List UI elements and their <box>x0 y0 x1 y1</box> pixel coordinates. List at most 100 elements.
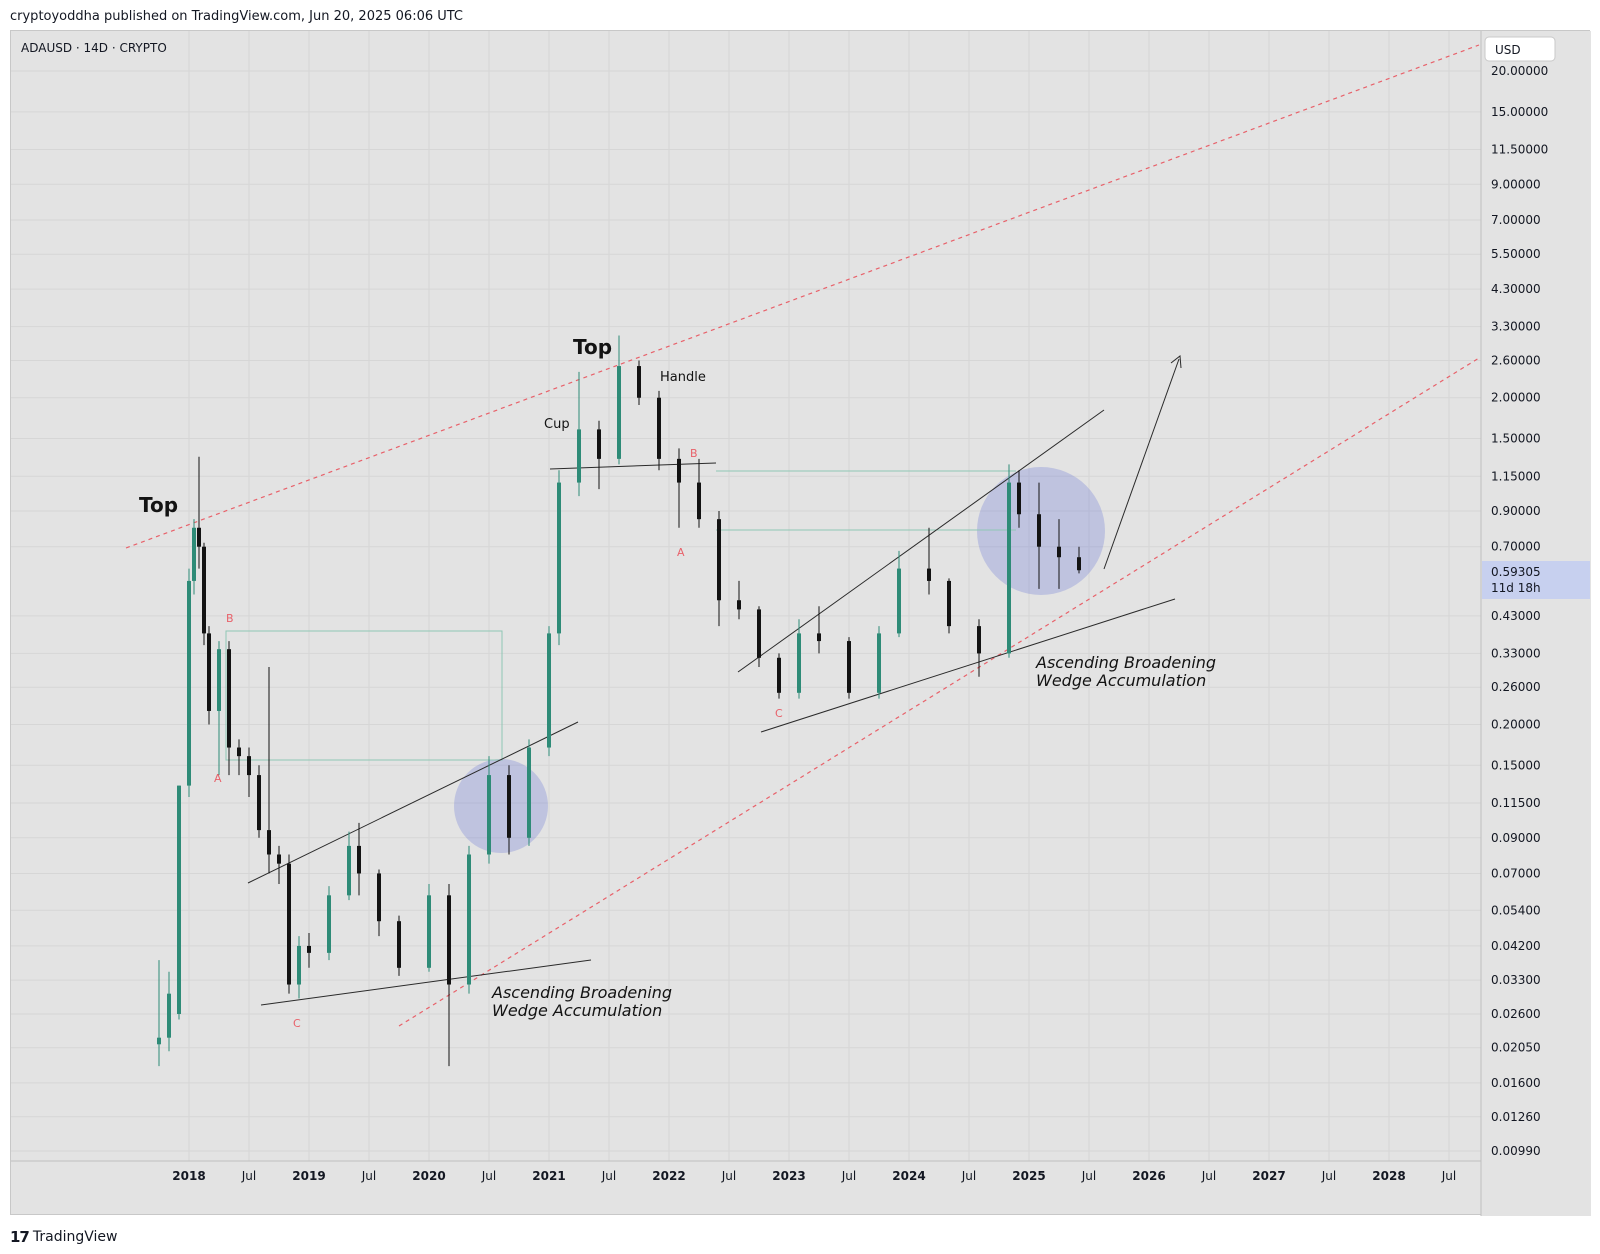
last-price-label[interactable]: 0.59305 11d 18h <box>1482 561 1590 599</box>
candle[interactable] <box>1057 519 1061 589</box>
candle-body <box>547 633 551 748</box>
candle[interactable] <box>467 845 471 994</box>
wedge1-label-line1: Ascending Broadening <box>491 983 672 1002</box>
price-tick-label: 1.15000 <box>1491 469 1541 483</box>
candle[interactable] <box>817 606 821 654</box>
candle[interactable] <box>202 542 206 646</box>
chart-canvas[interactable]: 20.00000 15.00000 11.50000 9.00000 7.00000 5.… <box>11 31 1591 1216</box>
time-tick-label: Jul <box>1321 1169 1336 1183</box>
candle[interactable] <box>197 456 201 569</box>
candle-body <box>877 633 881 693</box>
candle[interactable] <box>167 971 171 1052</box>
price-tick-label: 0.11500 <box>1491 796 1541 810</box>
chart-pane[interactable]: 20.00000 15.00000 11.50000 9.00000 7.00000 5.… <box>10 30 1591 1216</box>
candle[interactable] <box>397 915 401 976</box>
candle[interactable] <box>597 420 601 490</box>
time-tick-label: 2020 <box>412 1169 445 1183</box>
candle[interactable] <box>897 550 901 638</box>
candle[interactable] <box>1077 546 1081 574</box>
candle-body <box>757 609 761 658</box>
candle[interactable] <box>237 739 241 776</box>
candle[interactable] <box>192 519 196 595</box>
candle[interactable] <box>527 739 531 846</box>
candle-body <box>1017 482 1021 515</box>
candle[interactable] <box>677 448 681 528</box>
channel-lower-line <box>398 357 1480 1027</box>
candle[interactable] <box>637 360 641 406</box>
candle-body <box>202 546 206 634</box>
candle[interactable] <box>657 390 661 471</box>
candle-body <box>797 633 801 693</box>
candle[interactable] <box>447 883 451 1067</box>
candle[interactable] <box>1037 482 1041 589</box>
price-tick-label: 0.01260 <box>1491 1110 1541 1124</box>
time-tick-label: Jul <box>1081 1169 1096 1183</box>
candle-body <box>1037 514 1041 547</box>
wave-label-a1: A <box>214 772 222 785</box>
highlight-circle-2020 <box>454 759 548 853</box>
candle[interactable] <box>697 458 701 528</box>
candle-body <box>947 580 951 627</box>
candle[interactable] <box>327 886 331 961</box>
wave-label-b1: B <box>226 612 234 625</box>
candle[interactable] <box>427 883 431 972</box>
footer-brand[interactable]: 𝟭𝟳 TradingView <box>10 1228 117 1246</box>
candle[interactable] <box>297 936 301 999</box>
candle-body <box>297 945 301 985</box>
candle[interactable] <box>797 619 801 699</box>
candle[interactable] <box>717 511 721 627</box>
candle-body <box>487 775 491 855</box>
candle[interactable] <box>877 626 881 699</box>
candle-body <box>1077 557 1081 571</box>
candle[interactable] <box>777 653 781 699</box>
candle[interactable] <box>577 371 581 497</box>
candle-body <box>427 895 431 968</box>
candle-body <box>257 775 261 831</box>
price-tick-label: 0.15000 <box>1491 758 1541 772</box>
price-tick-label: 0.05400 <box>1491 903 1541 917</box>
symbol-label[interactable]: ADAUSD · 14D · CRYPTO <box>21 41 167 55</box>
candle[interactable] <box>757 606 761 667</box>
candle[interactable] <box>247 747 251 797</box>
price-tick-label: 1.50000 <box>1491 432 1541 446</box>
candle[interactable] <box>847 637 851 699</box>
candle[interactable] <box>277 845 281 884</box>
candle[interactable] <box>1007 464 1011 658</box>
price-axis[interactable] <box>1481 31 1591 1216</box>
candle[interactable] <box>547 626 551 757</box>
candle-body <box>737 600 741 610</box>
candle[interactable] <box>217 641 221 776</box>
candle[interactable] <box>227 641 231 776</box>
price-tick-label: 11.50000 <box>1491 143 1548 157</box>
currency-button[interactable]: USD <box>1484 36 1556 62</box>
wave-label-a2: A <box>677 546 685 559</box>
plot-area[interactable] <box>11 31 1481 1161</box>
candle[interactable] <box>267 666 271 874</box>
candle-body <box>187 580 191 786</box>
candle[interactable] <box>347 831 351 901</box>
price-tick-label: 9.00000 <box>1491 177 1541 191</box>
candle[interactable] <box>207 626 211 725</box>
candle-body <box>817 633 821 642</box>
candle[interactable] <box>977 619 981 677</box>
candle[interactable] <box>157 960 161 1067</box>
candles[interactable] <box>157 335 1081 1067</box>
candle[interactable] <box>307 933 311 968</box>
candle[interactable] <box>487 756 491 864</box>
candle[interactable] <box>1017 470 1021 528</box>
candle[interactable] <box>617 335 621 465</box>
candle[interactable] <box>357 822 361 896</box>
candle[interactable] <box>927 527 931 595</box>
candle[interactable] <box>257 765 261 838</box>
candle[interactable] <box>557 470 561 646</box>
candle[interactable] <box>287 854 291 994</box>
candle[interactable] <box>177 785 181 1020</box>
price-tick-label: 7.00000 <box>1491 213 1541 227</box>
candle[interactable] <box>737 580 741 620</box>
candle[interactable] <box>947 578 951 634</box>
candle-body <box>277 854 281 864</box>
candle[interactable] <box>187 568 191 797</box>
candle[interactable] <box>507 765 511 855</box>
candle[interactable] <box>377 869 381 937</box>
price-tick-label: 0.04200 <box>1491 939 1541 953</box>
